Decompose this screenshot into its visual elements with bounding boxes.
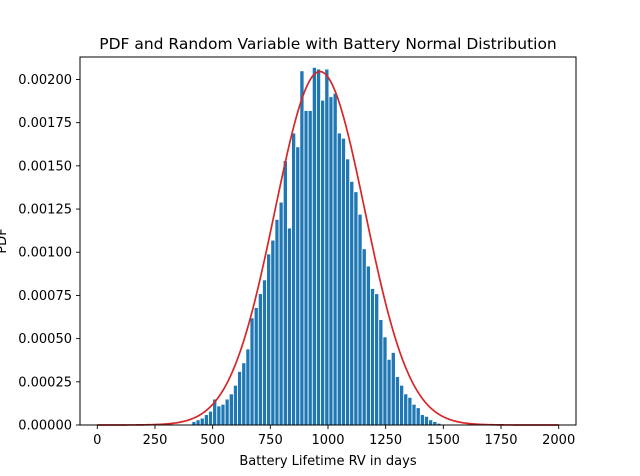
histogram-bar: [266, 253, 272, 426]
histogram-bar: [394, 376, 400, 426]
histogram-bar: [274, 218, 280, 426]
histogram-bar: [195, 419, 201, 426]
histogram-bar: [407, 396, 413, 426]
pdf-curve-layer: [97, 70, 559, 426]
histogram-bar: [374, 293, 380, 426]
histogram-bar: [216, 405, 222, 426]
y-tick-label: 0.00000: [18, 419, 72, 434]
histogram-bar: [286, 227, 292, 426]
histogram-bar: [208, 410, 214, 426]
histogram-bar: [370, 288, 376, 426]
x-tick-label: 250: [143, 433, 168, 448]
histogram-bar: [224, 398, 230, 426]
histogram-bar: [282, 160, 288, 426]
x-tick-label: 0: [93, 433, 101, 448]
histogram-bar: [228, 393, 234, 426]
y-tick-label: 0.00125: [18, 203, 72, 218]
histogram-bar: [203, 414, 209, 426]
x-tick-label: 500: [200, 433, 225, 448]
histogram-bar: [291, 132, 297, 426]
histogram-bar: [316, 68, 322, 426]
histogram-bar: [386, 358, 392, 426]
histogram-bar: [303, 110, 309, 426]
histogram-bar: [411, 403, 417, 426]
histogram-bar: [361, 248, 367, 426]
histogram-bar: [424, 415, 429, 426]
histogram-bar: [237, 371, 243, 426]
y-tick-label: 0.00050: [18, 332, 72, 347]
histogram-bar: [336, 132, 342, 426]
histogram-bar: [249, 317, 255, 426]
chart-title: PDF and Random Variable with Battery Nor…: [99, 35, 557, 53]
histogram-bar: [415, 407, 421, 426]
histogram-bar: [262, 279, 268, 426]
y-axis-ticks: 0.00000 0.00025 0.00050 0.00075 0.00100 0.001…: [18, 73, 80, 434]
y-tick-label: 0.00100: [18, 246, 72, 261]
y-tick-label: 0.00150: [18, 159, 72, 174]
histogram-bar: [328, 96, 334, 426]
histogram-bar: [324, 68, 330, 426]
x-axis-label: Battery Lifetime RV in days: [239, 454, 416, 469]
histogram-bar: [399, 384, 405, 426]
y-axis-label: PDF: [0, 228, 10, 253]
histogram-bar: [233, 384, 238, 426]
histogram-bar: [307, 110, 313, 426]
histogram-bar: [340, 137, 346, 426]
histogram-bar: [432, 421, 438, 426]
x-tick-label: 750: [258, 433, 283, 448]
histogram-bar: [382, 336, 388, 426]
histogram-bar: [332, 92, 338, 426]
y-tick-label: 0.00075: [18, 289, 72, 304]
histogram-bar: [257, 293, 263, 426]
histogram-bar: [345, 158, 351, 426]
histogram-bar: [365, 265, 371, 426]
x-axis-ticks: 0 250 500 750 1000 1250 1500 1750 2000: [93, 425, 575, 448]
histogram-bar: [357, 213, 363, 426]
y-tick-label: 0.00175: [18, 116, 72, 131]
x-tick-label: 1000: [311, 433, 344, 448]
histogram-bar: [295, 146, 301, 426]
histogram-bar: [428, 419, 434, 426]
pdf-curve-line: [97, 70, 559, 426]
histogram-bar: [191, 421, 197, 426]
histogram-bar: [403, 393, 409, 426]
x-tick-label: 2000: [542, 433, 575, 448]
histogram-bar: [199, 417, 205, 426]
histogram-bar: [278, 201, 284, 426]
histogram-bar: [390, 352, 396, 426]
y-tick-label: 0.00025: [18, 375, 72, 390]
histogram-bar: [299, 70, 305, 426]
histogram-bar: [220, 403, 226, 426]
x-tick-label: 1500: [427, 433, 460, 448]
histogram-bar: [419, 414, 425, 426]
histogram-bar: [378, 319, 384, 426]
histogram-bar: [349, 180, 355, 426]
histogram-bar: [311, 66, 317, 426]
x-tick-label: 1250: [369, 433, 402, 448]
x-tick-label: 1750: [484, 433, 517, 448]
histogram-bar: [253, 307, 259, 426]
histogram-bar: [353, 191, 359, 426]
histogram-bar: [245, 348, 251, 426]
histogram-bar: [241, 362, 247, 426]
histogram-bar: [270, 239, 276, 426]
y-tick-label: 0.00200: [18, 73, 72, 88]
histogram-bar: [320, 99, 326, 426]
